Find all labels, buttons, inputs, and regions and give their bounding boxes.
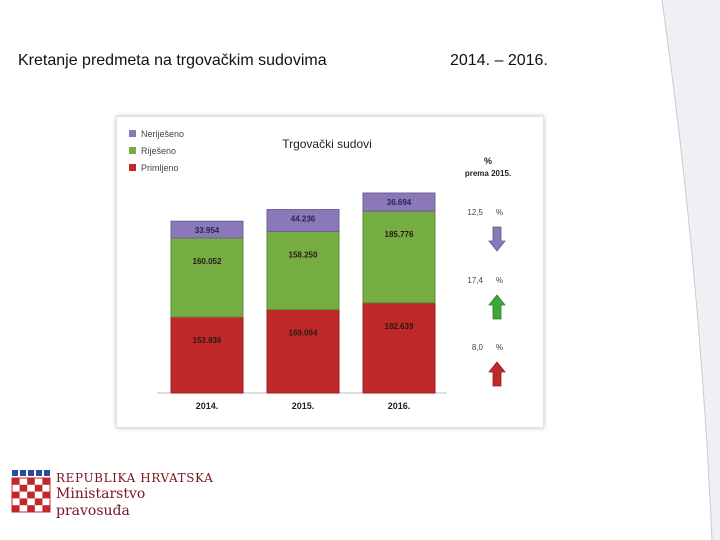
bar-segment-riješeno	[170, 237, 244, 318]
bar-value-label: 153.936	[193, 336, 222, 345]
bar-value-label: 182.639	[385, 322, 414, 331]
logo-line-country: REPUBLIKA HRVATSKA	[56, 471, 214, 485]
change-value: 8,0	[472, 343, 484, 352]
bars-group: 153.936 160.052 33.954 169.094 158.250 44.236…	[170, 192, 436, 394]
logo-line-ministry: Ministarstvo	[56, 486, 146, 502]
page-curl-decoration	[661, 0, 720, 540]
arrow-up-icon	[488, 294, 506, 320]
chart-title: Trgovački sudovi	[282, 137, 372, 151]
change-unit: %	[496, 208, 503, 217]
x-axis-labels: 2014. 2015. 2016.	[196, 401, 411, 411]
bar-value-label: 185.776	[385, 230, 414, 239]
bar-segment-neriješeno	[170, 220, 244, 239]
arrow-down-icon	[488, 226, 506, 252]
chart-legend: Neriješeno Riješeno Primljeno	[129, 129, 184, 173]
bar-segment-neriješeno	[362, 192, 436, 212]
bar-value-label: 169.094	[289, 329, 318, 338]
change-unit: %	[496, 276, 503, 285]
logo-line-justice: pravosuđa	[56, 503, 130, 519]
slide-years-range: 2014. – 2016.	[450, 52, 548, 69]
arrow-up-icon	[488, 361, 506, 387]
legend-swatch	[129, 147, 136, 154]
x-tick-label: 2015.	[292, 401, 315, 411]
bar-segment-riješeno	[266, 230, 340, 311]
bar-value-label: 158.250	[289, 250, 318, 259]
legend-swatch	[129, 164, 136, 171]
bar-segment-primljeno	[266, 309, 340, 394]
bar-segment-riješeno	[362, 210, 436, 304]
bar-value-label: 36.694	[387, 198, 412, 207]
bar-segment-primljeno	[362, 302, 436, 394]
change-value: 12,5	[467, 208, 483, 217]
bar-segment-neriješeno	[266, 209, 340, 232]
bar-value-label: 33.954	[195, 226, 220, 235]
legend-label: Riješeno	[141, 146, 176, 156]
chart-frame: Neriješeno Riješeno Primljeno Trgovački su…	[116, 116, 544, 428]
change-unit: %	[496, 343, 503, 352]
change-panel-subheader: prema 2015.	[465, 169, 511, 178]
croatian-coat-of-arms-icon	[11, 470, 51, 513]
slide-title: Kretanje predmeta na trgovačkim sudovima	[18, 52, 327, 69]
logo-text: REPUBLIKA HRVATSKA Ministarstvo pravosuđ…	[56, 470, 213, 520]
stacked-bar-chart: Neriješeno Riješeno Primljeno Trgovački su…	[129, 129, 511, 411]
x-tick-label: 2014.	[196, 401, 219, 411]
legend-label: Neriješeno	[141, 129, 184, 139]
change-value: 17,4	[467, 276, 483, 285]
change-panel: % prema 2015. 12,5 % 17,4 % 8,0%	[465, 156, 511, 387]
legend-swatch	[129, 130, 136, 137]
bar-segment-primljeno	[170, 316, 244, 394]
bar-value-label: 44.236	[291, 215, 316, 224]
legend-label: Primljeno	[141, 163, 179, 173]
bar-value-label: 160.052	[193, 257, 222, 266]
change-panel-header: %	[484, 156, 492, 166]
x-tick-label: 2016.	[388, 401, 411, 411]
